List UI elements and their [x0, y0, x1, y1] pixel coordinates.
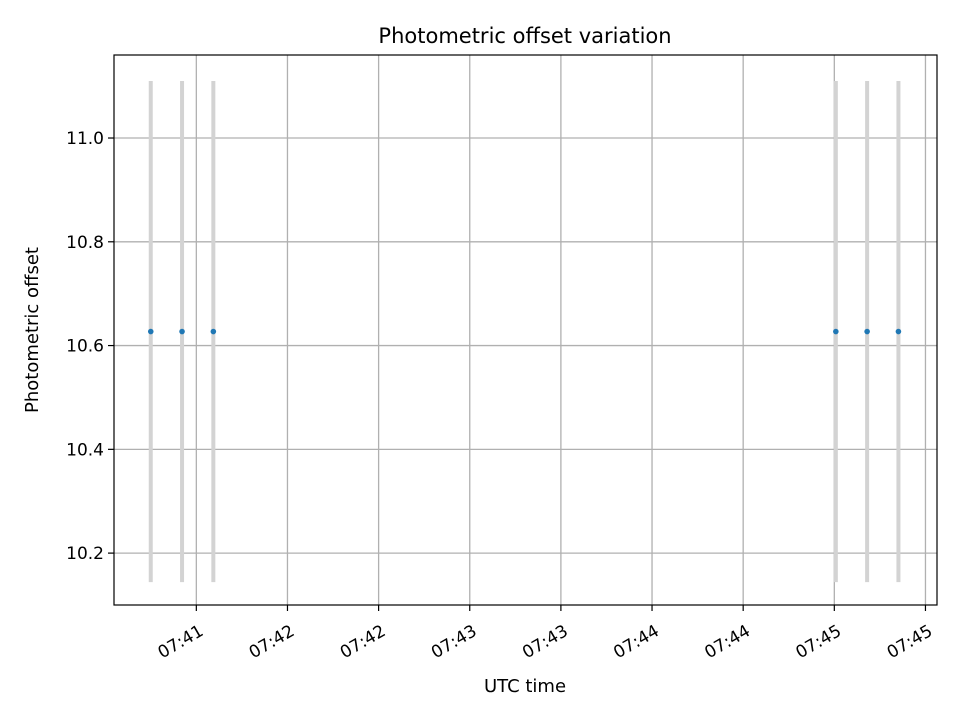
x-tick-label: 07:41: [155, 621, 207, 663]
data-point: [147, 328, 154, 335]
x-tick-label: 07:44: [610, 621, 662, 663]
plot-frame: [113, 54, 938, 606]
y-axis-title: Photometric offset: [22, 247, 43, 413]
x-tick-label: 07:44: [701, 621, 753, 663]
data-points: [147, 328, 902, 335]
y-axis: 10.2 10.4 10.6 11.0 10.8: [66, 129, 114, 564]
x-tick-label: 07:42: [246, 621, 298, 663]
y-tick-label: 10.8: [66, 233, 104, 253]
grid: [114, 55, 937, 605]
chart-title: Photometric offset variation: [378, 24, 671, 48]
x-tick-label: 07:43: [519, 621, 571, 663]
data-point: [210, 328, 217, 335]
data-point: [833, 328, 839, 335]
y-tick-label: 10.6: [66, 337, 104, 357]
x-tick-label: 07:45: [793, 621, 845, 663]
x-tick-label: 07:42: [337, 621, 389, 663]
x-axis-title: UTC time: [484, 676, 566, 697]
plot-area: [114, 55, 937, 605]
data-point: [179, 328, 185, 335]
data-point: [895, 328, 902, 335]
y-tick-label: 10.4: [66, 440, 104, 460]
x-tick-label: 07:45: [884, 621, 936, 663]
x-tick-label: 07:43: [428, 621, 480, 663]
y-tick-label: 11.0: [66, 129, 104, 149]
x-axis: 07:41 07:42 07:42 07:43 07:43 07:44 07:44 07:45…: [155, 605, 936, 663]
y-tick-label: 10.2: [66, 544, 104, 564]
data-point: [864, 328, 870, 335]
